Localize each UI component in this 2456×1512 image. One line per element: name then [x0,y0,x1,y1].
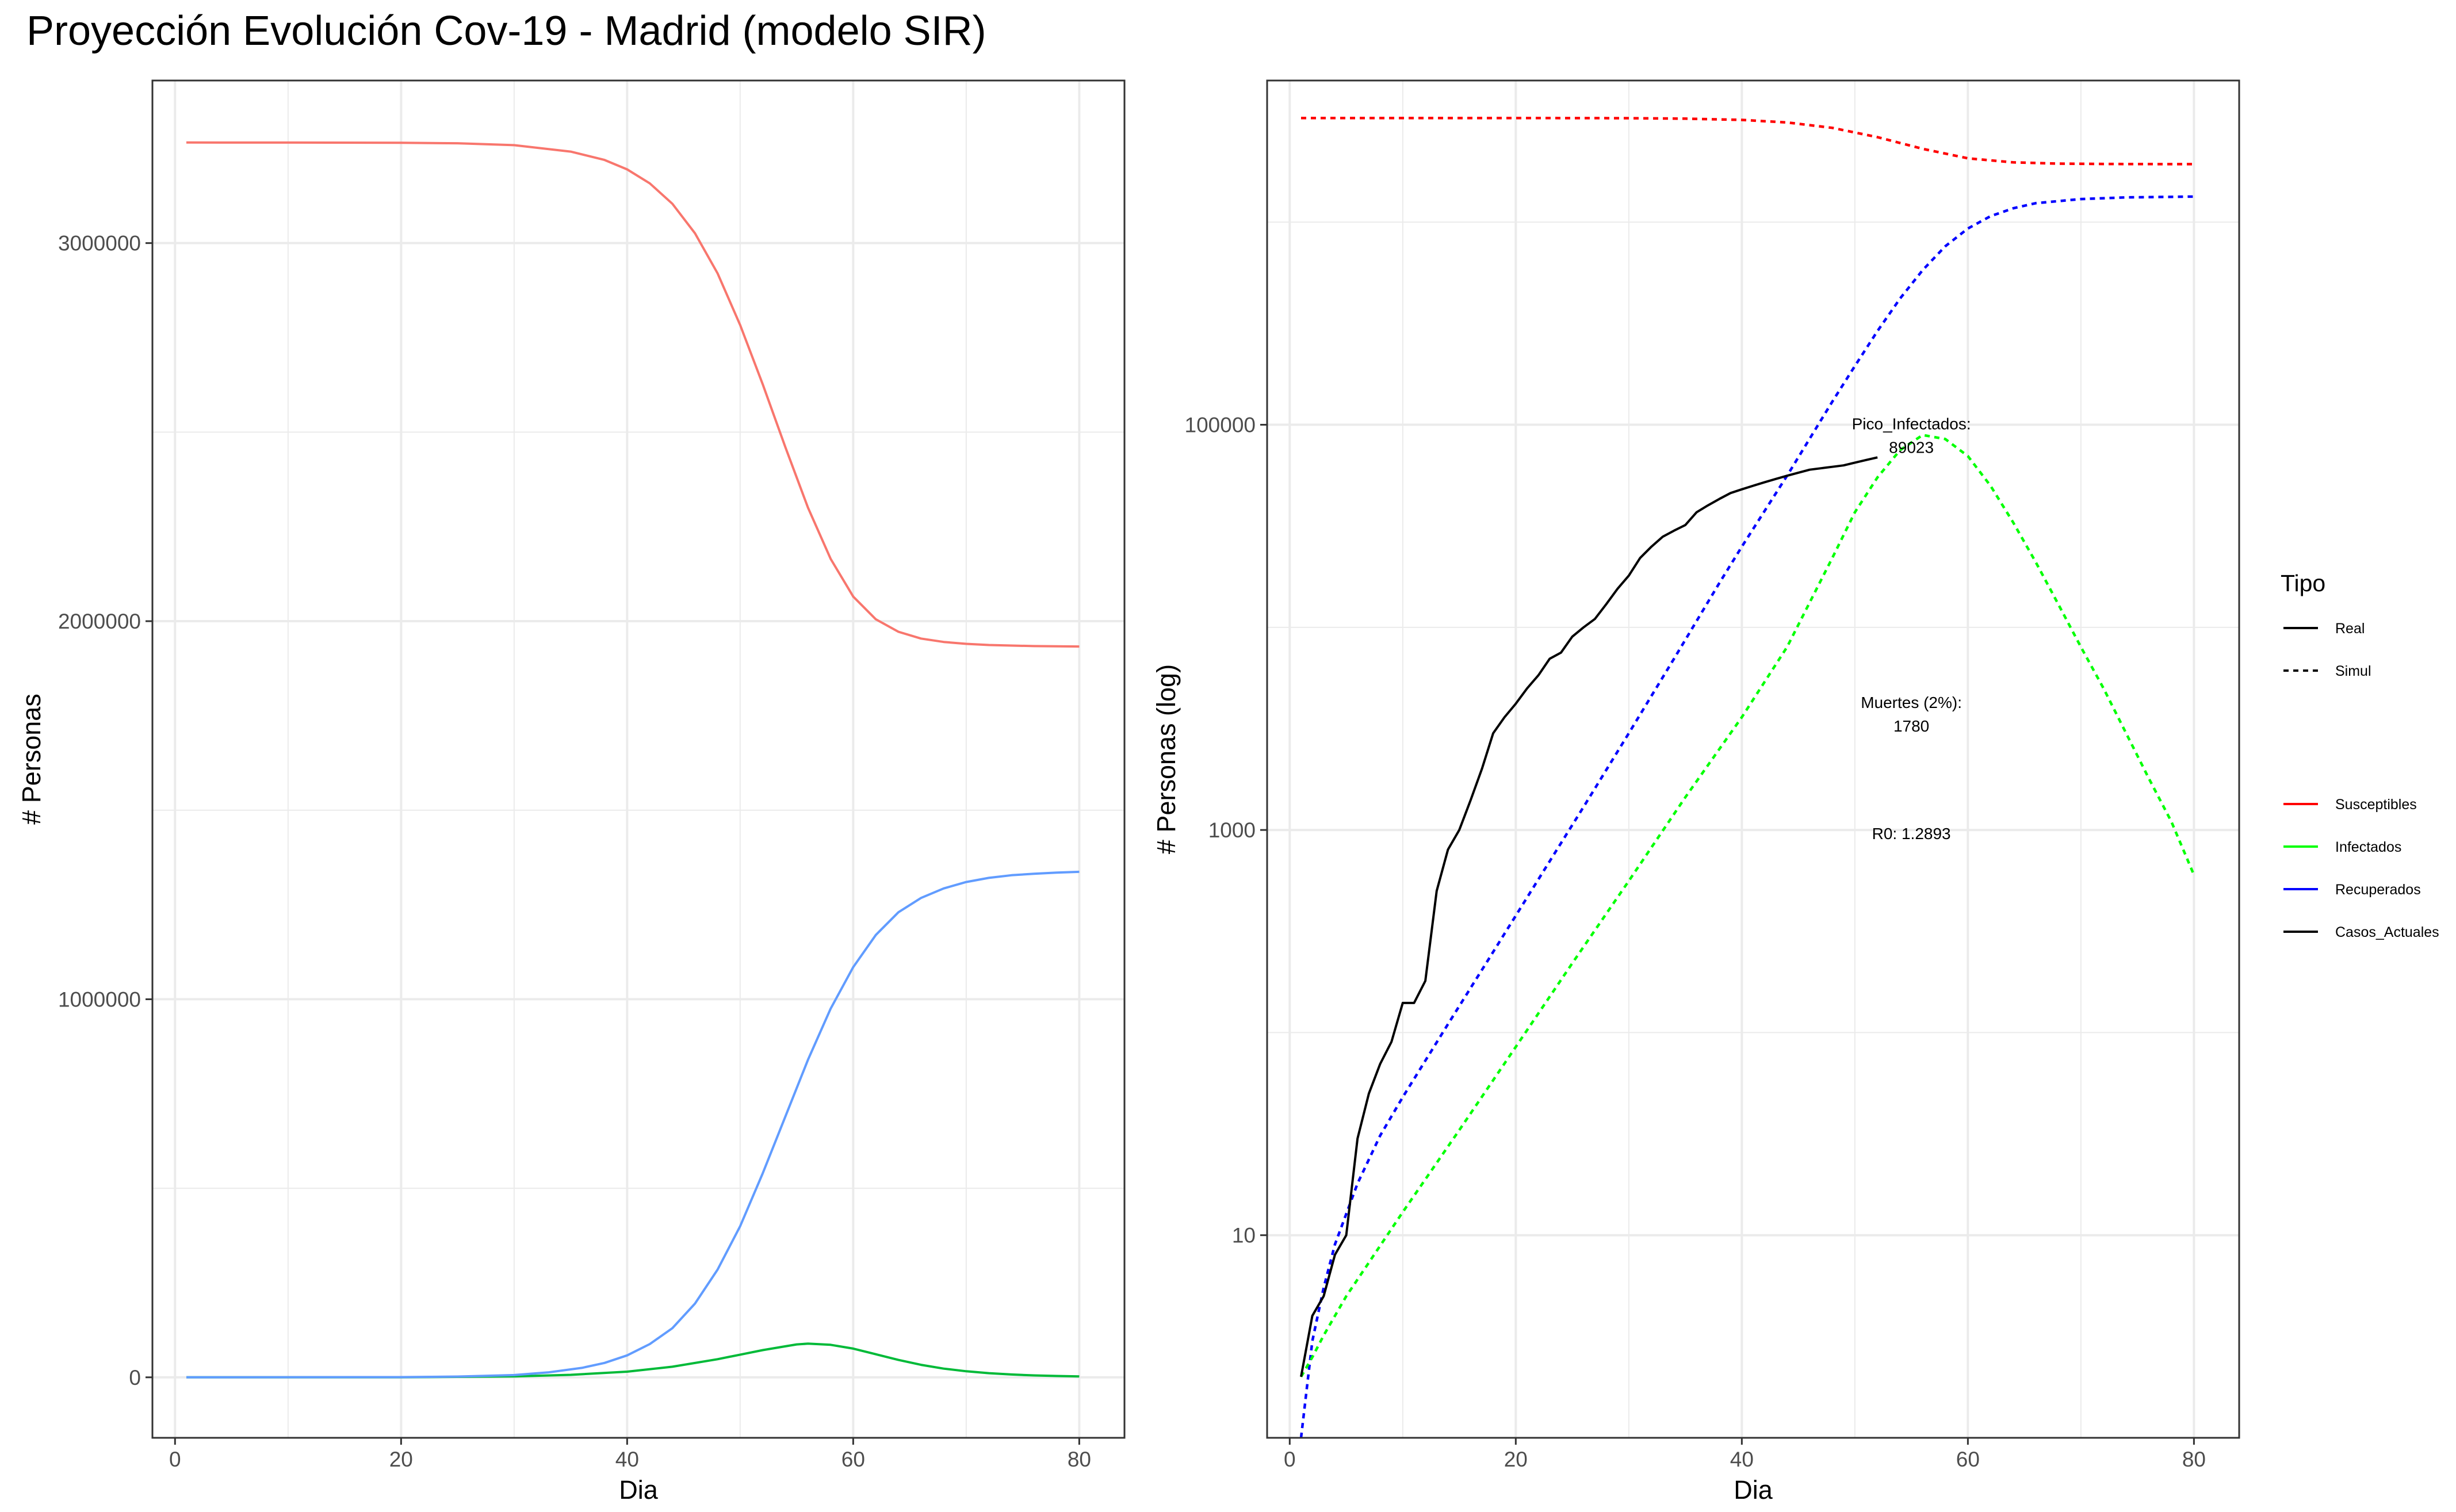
right-y-tick-label: 1000 [1208,818,1256,842]
right-annotation-3-line-1: R0: 1.2893 [1872,825,1951,843]
left-y-tick-label: 3000000 [58,232,141,255]
left-x-axis-title: Dia [619,1475,658,1505]
left-line-series-2 [186,1342,1080,1379]
left-line-series-1 [186,141,1080,648]
left-series-group [186,141,1080,1379]
right-series-group [1299,116,2195,1438]
right-line-infectados [1300,434,2195,1378]
left-line-series-3 [186,870,1080,1379]
right-x-tick-label: 20 [1504,1448,1528,1471]
legend: Tipo Real Simul Susceptibles Infectados Recup… [2281,570,2439,940]
right-x-tick-label: 40 [1730,1448,1754,1471]
right-panel-log-plot: 0 20 40 60 80 10 1000 100000 Dia # Personas (log)… [1152,79,2240,1505]
right-annotation-1-line-1: Pico_Infectados: [1852,415,1971,432]
right-x-tick-label: 60 [1956,1448,1980,1471]
legend-label-real: Real [2335,621,2365,637]
left-x-tick-label: 40 [615,1448,639,1471]
right-annotation-1-line-2: 89023 [1889,438,1934,456]
right-annotation-2-line-1: Muertes (2%): [1861,694,1962,711]
figure-title: Proyección Evolución Cov-19 - Madrid (mo… [26,8,986,54]
right-panel-border [1266,79,2240,1439]
legend-label-simul: Simul [2335,663,2371,679]
left-x-tick-label: 60 [841,1448,865,1471]
right-x-tick-label: 80 [2182,1448,2206,1471]
left-y-axis-title: # Personas [17,694,46,825]
left-x-tick-label: 80 [1068,1448,1091,1471]
left-panel-border [151,79,1126,1439]
legend-label-susceptibles: Susceptibles [2335,797,2417,813]
left-y-tick-label: 2000000 [58,610,141,633]
right-y-tick-label: 100000 [1185,414,1256,437]
legend-label-casos-actuales: Casos_Actuales [2335,924,2439,940]
left-x-tick-label: 0 [169,1448,181,1471]
legend-label-infectados: Infectados [2335,839,2401,855]
right-line-susceptibles [1301,116,2194,166]
left-x-tick-label: 20 [389,1448,413,1471]
left-y-tick-label: 0 [129,1366,141,1389]
right-annotation-2-line-2: 1780 [1893,717,1929,735]
legend-title: Tipo [2281,570,2325,596]
left-y-tick-label: 1000000 [58,987,141,1011]
right-line-casos-actuales [1300,456,1878,1377]
right-y-tick-label: 10 [1232,1224,1256,1247]
left-panel-linear-plot: 0 20 40 60 80 0 1000000 2000000 3000000 Dia # Pers… [17,79,1126,1505]
legend-label-recuperados: Recuperados [2335,882,2421,898]
right-x-tick-label: 0 [1284,1448,1296,1471]
right-x-axis-title: Dia [1734,1475,1773,1505]
right-y-axis-title: # Personas (log) [1152,664,1181,854]
right-line-recuperados [1299,195,2194,1438]
